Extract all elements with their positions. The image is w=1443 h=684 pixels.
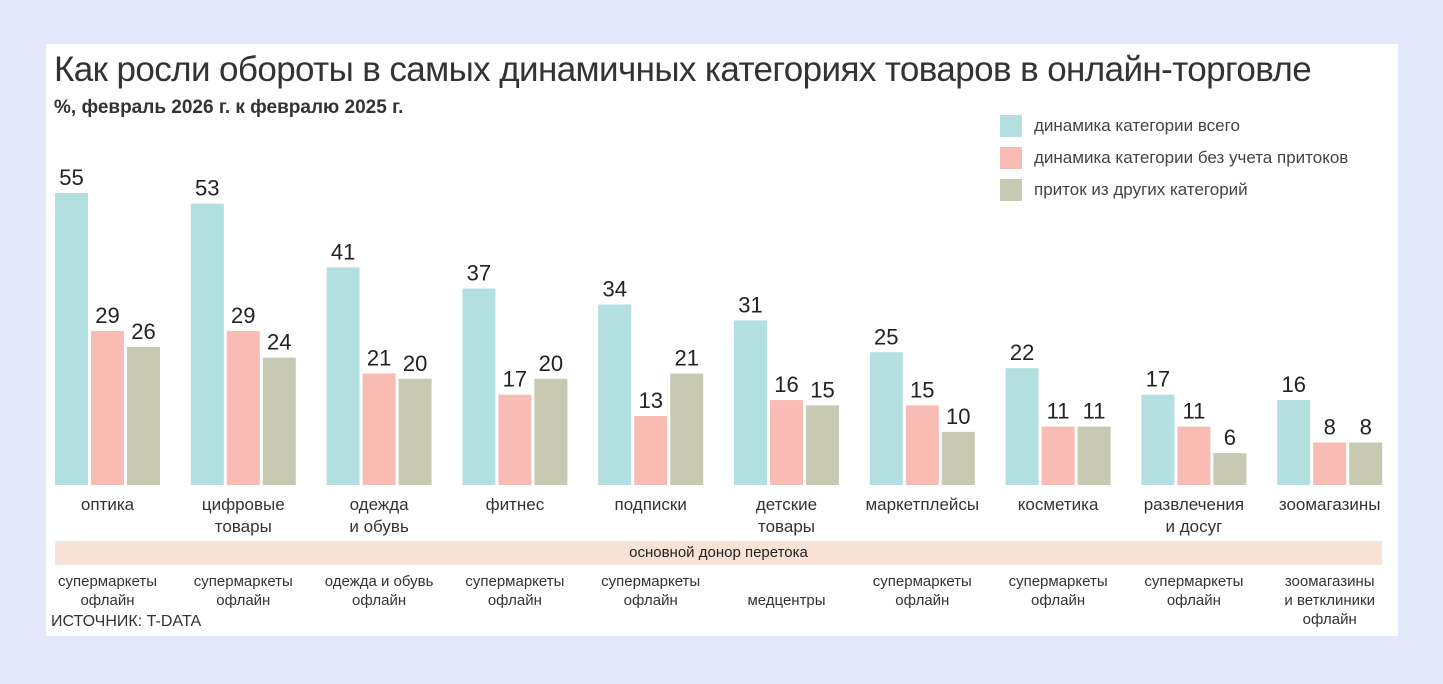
- category-label: развлечения и досуг: [1143, 495, 1245, 536]
- bar-value-label: 15: [910, 377, 934, 402]
- bar-value-label: 31: [738, 292, 762, 317]
- legend-item-without-inflows: динамика категории без учета притоков: [1000, 142, 1348, 174]
- legend-label: динамика категории без учета притоков: [1034, 148, 1349, 167]
- bar-value-label: 20: [403, 351, 427, 376]
- bar-value-label: 21: [367, 346, 391, 371]
- bar-value-label: 17: [503, 367, 527, 392]
- chart-title: Как росли обороты в самых динамичных кат…: [54, 50, 1312, 89]
- bar: [362, 373, 396, 485]
- bar: [91, 331, 124, 485]
- category-label: оптика: [80, 495, 135, 514]
- bar-value-label: 15: [810, 377, 834, 402]
- bar-value-label: 8: [1324, 415, 1336, 440]
- donor-label: супермаркеты офлайн: [465, 573, 565, 609]
- bar: [1177, 426, 1211, 485]
- bar-value-label: 11: [1083, 399, 1106, 424]
- bar: [598, 304, 632, 485]
- bar: [190, 203, 224, 486]
- bar: [941, 431, 975, 485]
- bar: [226, 331, 260, 485]
- bar-value-label: 16: [1281, 372, 1305, 397]
- bar-value-label: 41: [331, 239, 355, 264]
- bar-value-label: 34: [602, 276, 626, 301]
- bar-value-label: 16: [774, 372, 798, 397]
- legend-swatch: [1000, 179, 1022, 201]
- donor-band: основной донор перетока: [55, 541, 1382, 565]
- donor-label: супермаркеты офлайн: [193, 573, 293, 609]
- bar: [534, 378, 568, 485]
- category-label: фитнес: [485, 495, 545, 514]
- donor-label: супермаркеты офлайн: [1144, 573, 1244, 609]
- bar: [734, 320, 767, 485]
- bar-value-label: 17: [1146, 367, 1170, 392]
- legend-label: приток из других категорий: [1034, 180, 1248, 199]
- donor-label: супермаркеты офлайн: [1008, 573, 1108, 609]
- donor-label: зоомагазины и ветклиники офлайн: [1284, 573, 1375, 628]
- bar-value-label: 11: [1182, 399, 1205, 424]
- bar: [462, 288, 496, 485]
- bar: [262, 357, 296, 485]
- bar: [1041, 426, 1075, 485]
- donor-label: одежда и обувь офлайн: [324, 573, 434, 609]
- bar-value-label: 24: [267, 330, 291, 355]
- bar: [770, 400, 803, 485]
- bar: [1277, 400, 1311, 485]
- legend-item-inflow: приток из других категорий: [1000, 174, 1348, 206]
- category-label: детские товары: [755, 495, 818, 536]
- chart-card: [46, 44, 1398, 636]
- source-note: ИСТОЧНИК: T-DATA: [51, 613, 202, 630]
- legend-item-total: динамика категории всего: [1000, 110, 1348, 142]
- category-label: одежда и обувь: [349, 495, 409, 536]
- category-label: косметика: [1017, 495, 1099, 514]
- bar: [498, 394, 532, 485]
- bar-value-label: 22: [1010, 340, 1034, 365]
- category-label: подписки: [614, 495, 687, 514]
- bar-value-label: 21: [674, 346, 698, 371]
- bar: [1313, 442, 1347, 485]
- bar-value-label: 11: [1047, 399, 1070, 424]
- donor-label: супермаркеты офлайн: [601, 573, 701, 609]
- donor-label: супермаркеты офлайн: [872, 573, 972, 609]
- legend-swatch: [1000, 115, 1022, 137]
- bar-value-label: 10: [946, 404, 970, 429]
- bar: [1141, 394, 1175, 485]
- category-label: зоомагазины: [1278, 495, 1381, 514]
- bar: [1349, 442, 1383, 485]
- bar: [869, 352, 903, 485]
- bar: [806, 405, 839, 485]
- bar-value-label: 37: [467, 261, 491, 286]
- bar: [326, 267, 360, 485]
- legend-swatch: [1000, 147, 1022, 169]
- bar: [1213, 453, 1247, 485]
- legend: динамика категории всего динамика катего…: [1000, 110, 1348, 206]
- bar-value-label: 13: [638, 388, 662, 413]
- bar-value-label: 20: [539, 351, 563, 376]
- bar-value-label: 8: [1360, 415, 1372, 440]
- bar-value-label: 53: [195, 176, 219, 201]
- donor-label: медцентры: [747, 592, 826, 609]
- category-label: цифровые товары: [201, 495, 285, 536]
- bar-value-label: 55: [59, 165, 83, 190]
- chart-subtitle: %, февраль 2026 г. к февралю 2025 г.: [54, 97, 404, 118]
- bar: [398, 378, 432, 485]
- bar: [670, 373, 704, 485]
- bar: [1005, 368, 1039, 485]
- legend-label: динамика категории всего: [1034, 116, 1240, 135]
- donor-label: супермаркеты офлайн: [57, 573, 158, 609]
- bar: [55, 193, 88, 485]
- bar-value-label: 29: [95, 303, 119, 328]
- category-label: маркетплейсы: [865, 495, 980, 514]
- bar: [905, 405, 939, 485]
- bar-value-label: 25: [874, 324, 898, 349]
- bar-value-label: 6: [1224, 425, 1236, 450]
- bar-value-label: 26: [131, 319, 155, 344]
- bar: [1077, 426, 1111, 485]
- bar: [634, 415, 668, 485]
- bar: [127, 346, 160, 485]
- bar-value-label: 29: [231, 303, 255, 328]
